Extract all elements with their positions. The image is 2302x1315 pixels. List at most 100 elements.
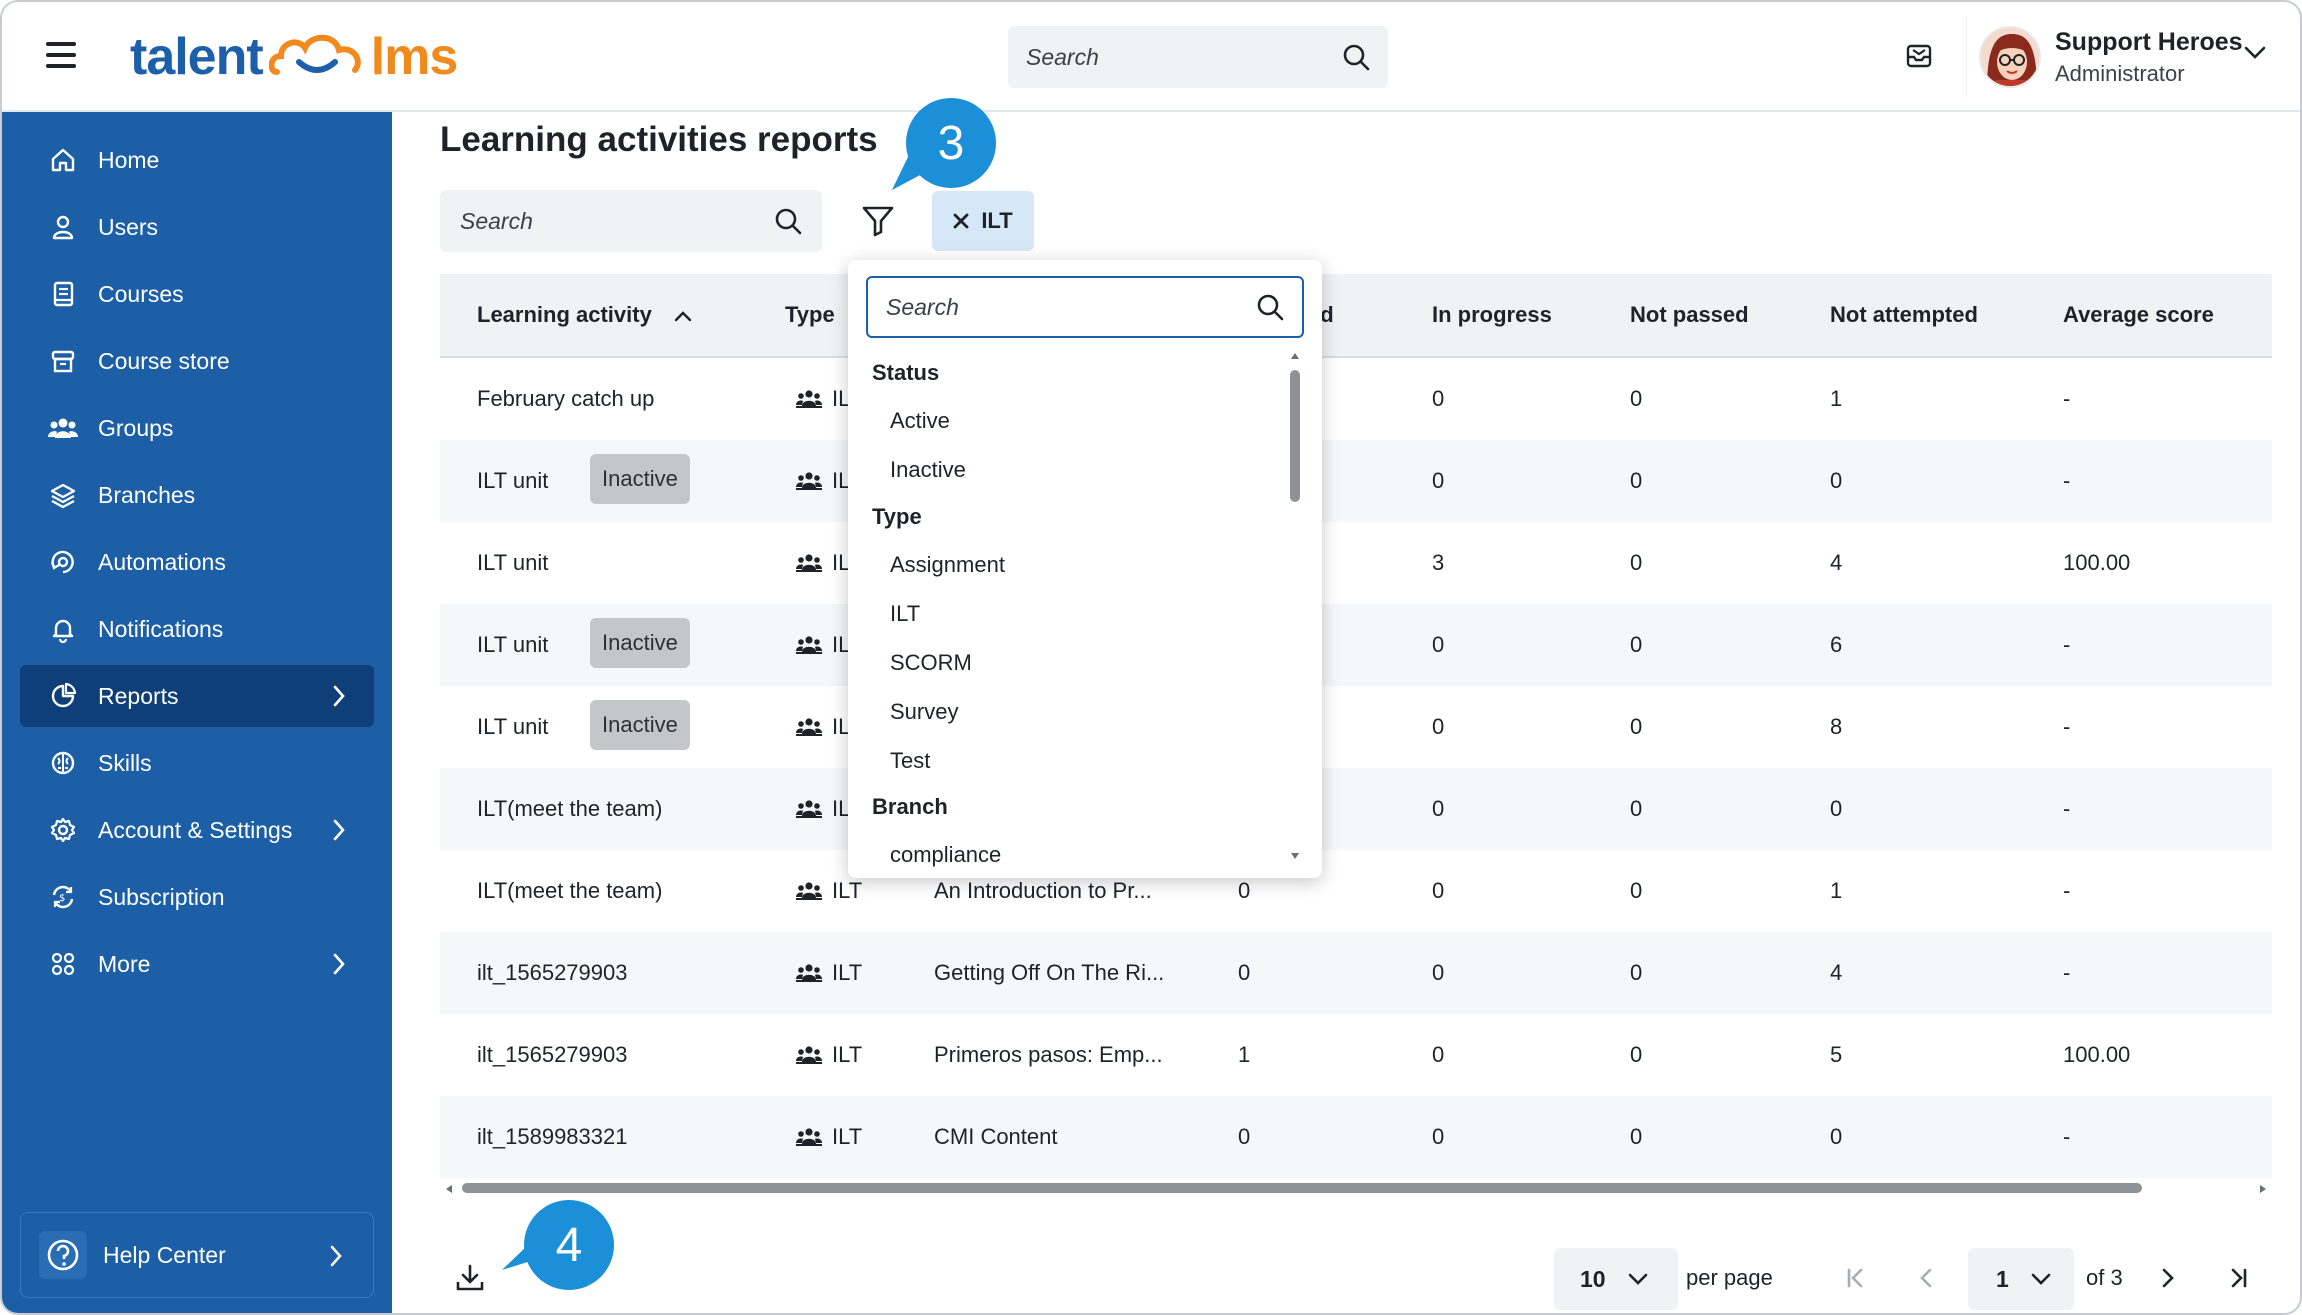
search-icon[interactable] <box>1342 43 1370 71</box>
sidebar-item-label: Branches <box>98 481 196 508</box>
column-header-learning-activity[interactable]: Learning activity <box>477 302 692 328</box>
page-select[interactable]: 1 <box>1968 1248 2074 1310</box>
sidebar-item-users[interactable]: Users <box>20 196 374 258</box>
filter-scrollbar[interactable] <box>1286 348 1304 864</box>
sidebar-item-notifications[interactable]: Notifications <box>20 598 374 660</box>
scroll-left-icon[interactable] <box>444 1184 454 1194</box>
filter-search-input[interactable]: Search <box>866 276 1304 338</box>
cell-in-progress: 0 <box>1432 468 1445 493</box>
cell-not-passed: 0 <box>1630 878 1643 903</box>
table-row[interactable]: ILT(meet the team)ILT000- <box>440 768 2272 850</box>
logo[interactable]: talent lms <box>130 22 459 92</box>
filter-option-compliance[interactable]: compliance <box>890 842 1002 867</box>
column-header-type[interactable]: Type <box>785 302 835 327</box>
scrollbar-thumb[interactable] <box>462 1183 2142 1193</box>
sidebar-item-course-store[interactable]: Course store <box>20 330 374 392</box>
sidebar-item-account-settings[interactable]: Account & Settings <box>20 799 374 861</box>
cell-in-progress: 0 <box>1432 386 1445 411</box>
cell-course[interactable]: CMI Content <box>934 1124 1058 1149</box>
sidebar-item-automations[interactable]: Automations <box>20 531 374 593</box>
download-icon[interactable] <box>454 1262 486 1294</box>
cell-not-passed: 0 <box>1630 632 1643 657</box>
per-page-select[interactable]: 10 <box>1554 1248 1678 1310</box>
table-row[interactable]: February catch upILT001- <box>440 358 2272 440</box>
sidebar-item-skills[interactable]: Skills <box>20 732 374 794</box>
table-row[interactable]: ILT unitInactiveILT008- <box>440 686 2272 768</box>
global-search-input[interactable]: Search <box>1008 26 1388 88</box>
cell-average-score: - <box>2063 796 2071 821</box>
user-menu[interactable]: Support Heroes Administrator <box>1966 16 2286 98</box>
table-row[interactable]: ILT unitILT304100.00 <box>440 522 2272 604</box>
filter-chip-ilt[interactable]: ILT <box>932 191 1034 251</box>
table-row[interactable]: ilt_1589983321 ILT CMI Content 0 0 0 0 - <box>440 1096 2272 1178</box>
chevron-down-icon[interactable] <box>2244 46 2266 60</box>
sidebar-item-home[interactable]: Home <box>20 129 374 191</box>
inbox-icon[interactable] <box>1904 40 1934 70</box>
cell-learning-activity[interactable]: ILT(meet the team) <box>477 796 663 821</box>
sidebar-item-subscription[interactable]: $ Subscription <box>20 866 374 928</box>
column-header-average-score[interactable]: Average score <box>2063 302 2214 327</box>
table-row[interactable]: ILT unit Inactive ILT 0 0 6 - <box>440 604 2272 686</box>
cell-learning-activity[interactable]: ilt_1565279903 <box>477 1042 628 1067</box>
cell-not-attempted: 4 <box>1830 550 1843 575</box>
table-search-input[interactable]: Search <box>440 190 822 252</box>
next-page-button[interactable] <box>2150 1260 2186 1296</box>
menu-icon[interactable] <box>46 42 76 68</box>
close-icon[interactable] <box>953 213 969 229</box>
table-row[interactable]: ilt_1565279903 ILT Primeros pasos: Emp... 1… <box>440 1014 2272 1096</box>
cell-learning-activity[interactable]: February catch up <box>477 386 655 411</box>
column-header-not-passed[interactable]: Not passed <box>1630 302 1749 327</box>
horizontal-scrollbar[interactable] <box>440 1180 2272 1198</box>
filter-option-test[interactable]: Test <box>890 748 931 773</box>
cell-not-attempted: 0 <box>1830 468 1843 493</box>
column-header-not-attempted[interactable]: Not attempted <box>1830 302 1978 327</box>
scroll-up-icon[interactable] <box>1290 352 1300 360</box>
scrollbar-thumb[interactable] <box>1290 370 1300 502</box>
sidebar-item-more[interactable]: More <box>20 933 374 995</box>
sidebar-item-reports[interactable]: Reports <box>20 665 374 727</box>
cell-course[interactable]: An Introduction to Pr... <box>934 878 1152 903</box>
sidebar-item-courses[interactable]: Courses <box>20 263 374 325</box>
filter-icon[interactable] <box>858 202 898 240</box>
first-page-button[interactable] <box>1838 1260 1874 1296</box>
cell-learning-activity[interactable]: ILT(meet the team) <box>477 878 663 903</box>
sidebar-item-label: Account & Settings <box>98 816 293 843</box>
layers-icon <box>48 480 78 510</box>
cell-in-progress: 0 <box>1432 632 1445 657</box>
filter-option-inactive[interactable]: Inactive <box>890 457 966 482</box>
cell-learning-activity[interactable]: ilt_1565279903 <box>477 960 628 985</box>
cell-completed: 1 <box>1238 1042 1251 1067</box>
page-title: Learning activities reports <box>440 120 878 159</box>
cell-in-progress: 0 <box>1432 960 1445 985</box>
last-page-button[interactable] <box>2220 1260 2256 1296</box>
cell-learning-activity[interactable]: ILT unit <box>477 632 549 657</box>
cell-course[interactable]: Primeros pasos: Emp... <box>934 1042 1163 1067</box>
filter-option-assignment[interactable]: Assignment <box>890 552 1005 577</box>
scroll-right-icon[interactable] <box>2258 1184 2268 1194</box>
search-icon[interactable] <box>1256 293 1284 321</box>
help-center-button[interactable]: Help Center <box>20 1212 374 1298</box>
filter-option-ilt[interactable]: ILT <box>890 601 921 626</box>
filter-option-survey[interactable]: Survey <box>890 699 959 724</box>
column-header-in-progress[interactable]: In progress <box>1432 302 1552 327</box>
avatar <box>1979 26 2041 88</box>
filter-option-active[interactable]: Active <box>890 408 950 433</box>
cell-learning-activity[interactable]: ILT unit <box>477 550 549 575</box>
filter-option-scorm[interactable]: SCORM <box>890 650 972 675</box>
sidebar-item-label: Subscription <box>98 883 225 910</box>
scroll-down-icon[interactable] <box>1290 852 1300 860</box>
sidebar-item-label: Skills <box>98 749 152 776</box>
cell-course[interactable]: Getting Off On The Ri... <box>934 960 1165 985</box>
previous-page-button[interactable] <box>1908 1260 1944 1296</box>
sidebar-item-groups[interactable]: Groups <box>20 397 374 459</box>
sidebar-item-branches[interactable]: Branches <box>20 464 374 526</box>
table-row[interactable]: ILT unitInactiveILT000- <box>440 440 2272 522</box>
table-row[interactable]: ilt_1565279903 ILT Getting Off On The Ri..… <box>440 932 2272 1014</box>
logo-text-right: lms <box>370 28 459 86</box>
per-page-label: per page <box>1686 1265 1773 1290</box>
cell-learning-activity[interactable]: ILT unit <box>477 714 549 739</box>
search-icon[interactable] <box>774 207 802 235</box>
cell-learning-activity[interactable]: ilt_1589983321 <box>477 1124 628 1149</box>
table-row[interactable]: ILT(meet the team) ILT An Introduction to … <box>440 850 2272 932</box>
cell-learning-activity[interactable]: ILT unit <box>477 468 549 493</box>
